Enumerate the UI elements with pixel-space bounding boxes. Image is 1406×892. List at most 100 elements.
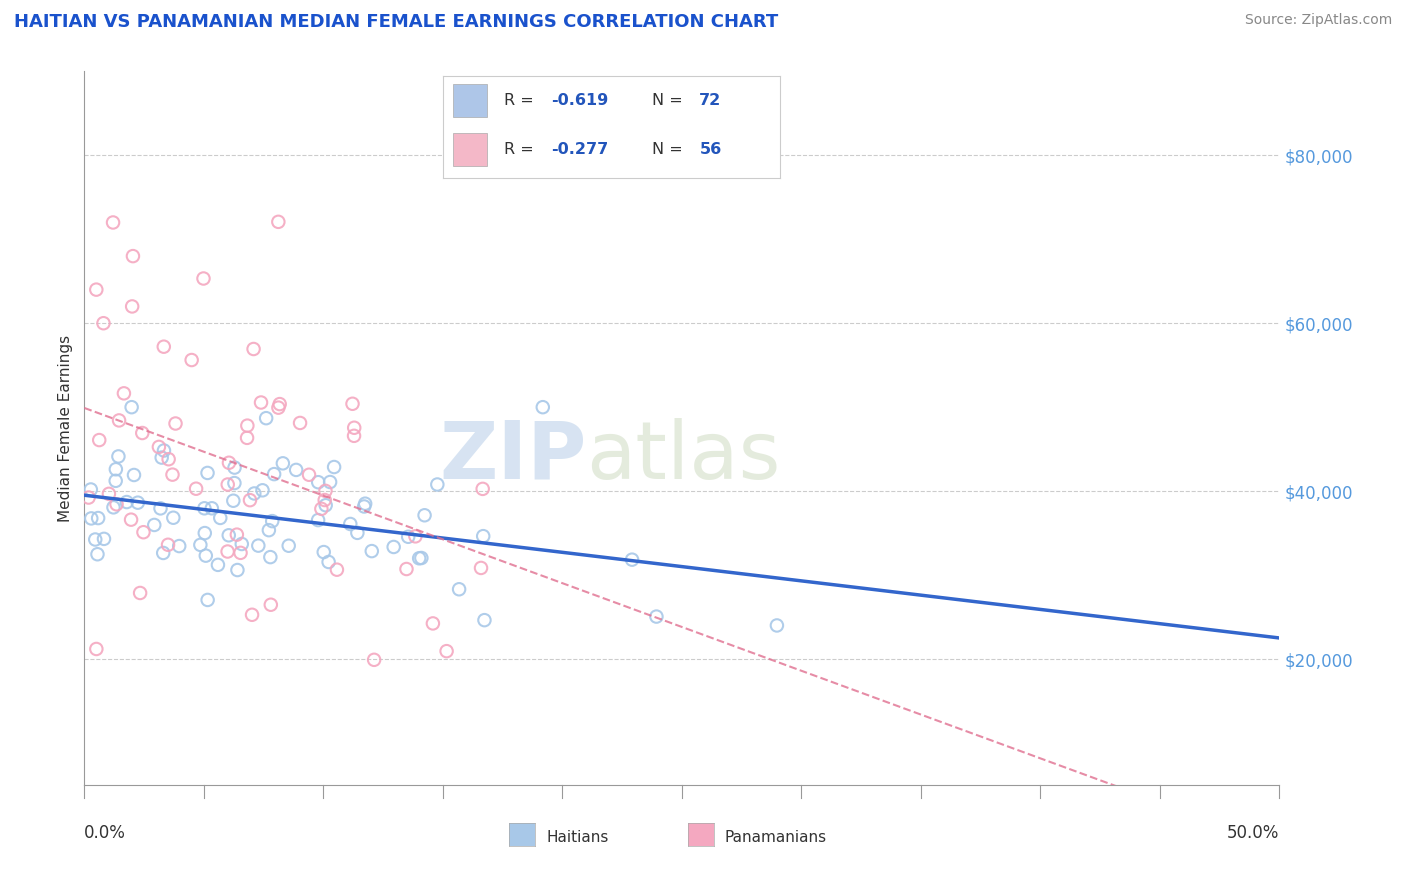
Point [149,501,172,516]
Point [382,540,405,554]
Point [269,397,291,411]
Point [201,501,224,516]
Bar [453,133,486,166]
Point [236,418,259,433]
Point [343,421,366,435]
Point [89,433,111,447]
Point [314,483,336,498]
Point [307,513,329,527]
Point [436,644,458,658]
Point [471,482,494,496]
Point [343,429,366,443]
Point [153,443,176,458]
Text: 50.0%: 50.0% [1227,824,1279,842]
Point [207,558,229,572]
Point [104,474,127,488]
Point [184,482,207,496]
Point [342,397,364,411]
Point [127,496,149,510]
Point [217,544,239,558]
Text: ZIP: ZIP [439,417,586,496]
Point [288,416,311,430]
Point [101,215,124,229]
Point [190,538,212,552]
Point [80,511,103,525]
Point [194,526,217,541]
Point [86,547,108,561]
Point [115,495,138,509]
Point [323,460,346,475]
Point [194,549,217,563]
Text: -0.619: -0.619 [551,93,609,108]
Point [396,530,419,544]
Point [239,493,262,508]
Point [226,563,249,577]
Point [162,467,184,482]
Bar [453,84,486,117]
Point [122,467,145,482]
Point [224,460,246,475]
Point [411,551,433,566]
Point [107,450,129,464]
Point [353,500,375,514]
Point [143,518,166,533]
Point [395,562,418,576]
Text: N =: N = [652,93,683,108]
Point [121,300,143,314]
Point [257,523,280,537]
Text: Source: ZipAtlas.com: Source: ZipAtlas.com [1244,13,1392,28]
Point [360,544,382,558]
Point [131,425,153,440]
Point [132,525,155,540]
Point [319,475,342,489]
Point [263,467,285,482]
Text: R =: R = [503,142,533,157]
Point [148,440,170,454]
Point [86,283,108,297]
Point [193,271,215,285]
Point [165,417,187,431]
Point [314,493,336,508]
Text: 0.0%: 0.0% [84,824,127,842]
Point [231,537,253,551]
Point [285,463,308,477]
Point [120,513,142,527]
Point [346,525,368,540]
Point [93,532,115,546]
Point [84,533,107,547]
Point [112,386,135,401]
Point [621,552,644,566]
Point [224,476,246,491]
Point [236,431,259,445]
Text: 56: 56 [699,142,721,157]
Point [97,487,120,501]
Point [277,539,299,553]
Text: N =: N = [652,142,683,157]
Text: R =: R = [503,93,533,108]
Point [242,342,264,356]
Point [77,491,100,505]
Point [404,529,426,543]
Point [129,586,152,600]
Point [229,546,252,560]
Point [86,642,108,657]
Point [250,395,273,409]
Point [162,510,184,524]
Point [260,598,283,612]
Point [311,501,333,516]
Point [218,456,240,470]
Point [259,550,281,565]
Point [363,653,385,667]
Point [271,456,294,470]
Point [474,613,496,627]
Point [105,497,128,511]
Point [121,400,143,414]
Point [152,546,174,560]
Point [339,516,361,531]
Point [531,400,554,414]
Point [193,501,215,516]
Point [93,316,115,330]
Point [180,353,202,368]
Y-axis label: Median Female Earnings: Median Female Earnings [58,334,73,522]
Point [152,340,174,354]
